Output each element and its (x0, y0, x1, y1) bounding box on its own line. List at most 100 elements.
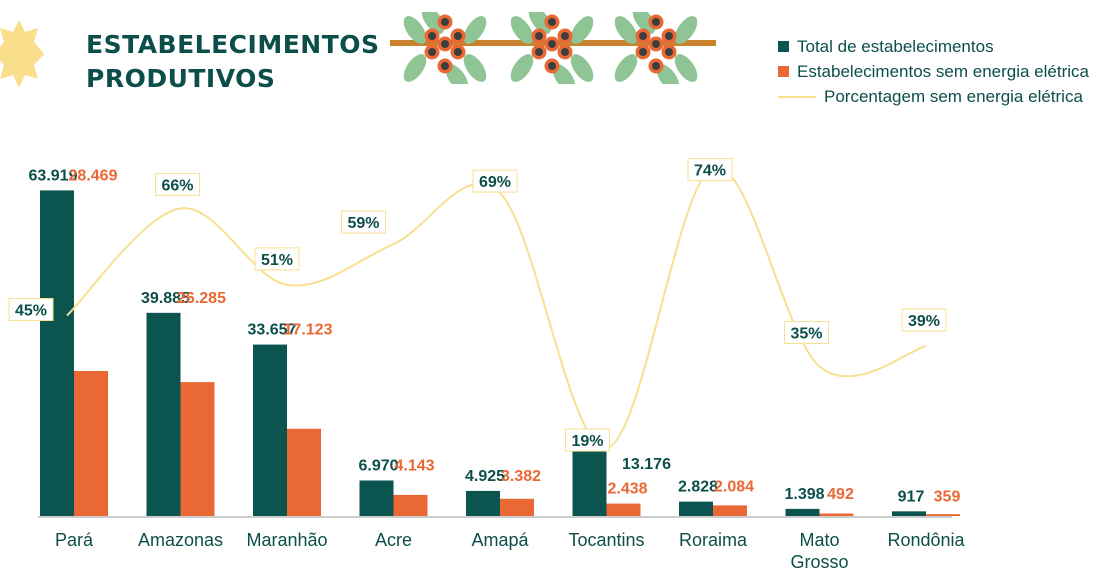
seed (652, 40, 660, 48)
sun-icon (0, 20, 44, 88)
category-label: Rondônia (887, 530, 965, 550)
seed (639, 32, 647, 40)
data-label-total: 13.176 (622, 456, 671, 473)
bar-total (679, 501, 713, 516)
data-label-total: 63.919 (29, 167, 78, 184)
leaf (656, 64, 680, 84)
leaf (445, 64, 469, 84)
bar-total (359, 480, 394, 516)
data-label-sem-energia: 359 (934, 488, 961, 505)
percent-label: 45% (15, 303, 47, 320)
legend-label: Estabelecimentos sem energia elétrica (797, 62, 1089, 81)
category-label-line: Mato (799, 530, 839, 550)
seed (548, 18, 556, 26)
leaf (421, 12, 445, 34)
percent-label: 19% (571, 433, 603, 450)
seed (454, 32, 462, 40)
title-line-2: PRODUTIVOS (86, 64, 276, 93)
category-label: Pará (55, 530, 94, 550)
percent-label: 74% (694, 163, 726, 180)
seed (428, 32, 436, 40)
seed (665, 48, 673, 56)
seed (535, 32, 543, 40)
percent-label: 66% (161, 177, 193, 194)
data-label-total: 39.885 (141, 290, 190, 307)
leaf (463, 54, 487, 82)
data-label-total: 33.657 (248, 322, 297, 339)
leaf (674, 54, 698, 82)
legend-label: Porcentagem sem energia elétrica (824, 87, 1083, 106)
data-label-total: 6.970 (358, 457, 398, 474)
leaf (614, 54, 638, 82)
bar-sem-energia (926, 514, 960, 516)
data-label-total: 917 (898, 488, 925, 505)
bar-total (146, 312, 181, 516)
bar-total (40, 190, 74, 516)
leaf (614, 16, 638, 44)
leaf (463, 16, 487, 44)
legend-item-porcentagem: Porcentagem sem energia elétrica (778, 84, 1089, 109)
category-label: Acre (375, 530, 412, 550)
percent-label: 39% (908, 313, 940, 330)
percent-label-box (784, 321, 829, 344)
data-label-sem-energia: 26.285 (177, 290, 226, 307)
bar-sem-energia (180, 382, 215, 516)
bar-total (892, 511, 926, 516)
percent-label-box (472, 169, 518, 193)
seed (548, 62, 556, 70)
bar-sem-energia (287, 428, 321, 516)
seed (441, 18, 449, 26)
category-label: Amazonas (138, 530, 223, 550)
data-label-sem-energia: 492 (827, 486, 854, 503)
percent-label: 51% (261, 252, 293, 269)
category-label: Tocantins (568, 530, 644, 550)
bar-sem-energia (819, 513, 854, 516)
leaf (570, 54, 594, 82)
percent-label-box (687, 158, 733, 182)
leaf (528, 12, 552, 34)
bar-sem-energia (500, 498, 534, 516)
leaf (403, 16, 427, 44)
seed (548, 40, 556, 48)
legend-item-sem-energia: Estabelecimentos sem energia elétrica (778, 59, 1089, 84)
leaf (570, 16, 594, 44)
percent-label: 59% (347, 215, 379, 232)
category-label: Maranhão (246, 530, 327, 550)
percent-label: 35% (790, 326, 822, 343)
percent-label-box (901, 308, 947, 332)
category-label: Mato Grosso (790, 530, 848, 572)
legend-line-porcentagem (778, 95, 816, 98)
seed (652, 18, 660, 26)
line-porcentagem (66, 166, 927, 450)
bar-total (572, 448, 607, 516)
percent-label-box (254, 247, 300, 271)
seed (561, 32, 569, 40)
percent-label-box (565, 428, 610, 452)
leaf (552, 64, 576, 84)
legend-swatch-sem-energia (778, 66, 789, 77)
bar-sem-energia (606, 503, 641, 516)
data-label-sem-energia: 4.143 (394, 457, 434, 474)
category-label: Amapá (471, 530, 529, 550)
data-label-sem-energia: 2.084 (714, 479, 754, 496)
percent-label-box (8, 298, 54, 321)
leaf (632, 12, 656, 34)
seed (652, 62, 660, 70)
category-label: Roraima (679, 530, 748, 550)
data-label-total: 4.925 (465, 468, 505, 485)
leaf (510, 54, 534, 82)
bar-total (785, 508, 820, 516)
guarana-branch-decoration (390, 12, 716, 84)
seed (441, 62, 449, 70)
seed (441, 40, 449, 48)
seed (665, 32, 673, 40)
title-line-1: ESTABELECIMENTOS (86, 30, 380, 59)
percent-label-box (155, 172, 200, 196)
bar-sem-energia (393, 494, 428, 516)
leaf (674, 16, 698, 44)
percent-label: 69% (479, 174, 511, 191)
seed (639, 48, 647, 56)
seed (535, 48, 543, 56)
seed (428, 48, 436, 56)
